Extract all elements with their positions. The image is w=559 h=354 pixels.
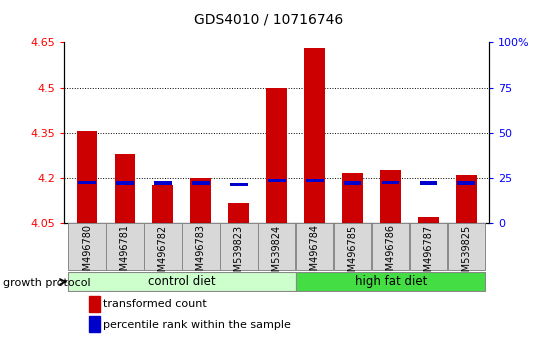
Bar xyxy=(304,48,325,223)
Text: control diet: control diet xyxy=(148,275,216,288)
Bar xyxy=(457,182,475,184)
FancyBboxPatch shape xyxy=(106,223,144,270)
FancyBboxPatch shape xyxy=(448,223,485,270)
Bar xyxy=(230,183,248,186)
Bar xyxy=(192,182,210,184)
Text: GSM496784: GSM496784 xyxy=(310,224,320,284)
Text: GSM496787: GSM496787 xyxy=(423,224,433,284)
Bar xyxy=(228,204,249,223)
Text: GSM496783: GSM496783 xyxy=(196,224,206,284)
FancyBboxPatch shape xyxy=(182,223,220,270)
Bar xyxy=(78,181,96,184)
FancyBboxPatch shape xyxy=(334,223,371,270)
Bar xyxy=(306,179,324,182)
Bar xyxy=(191,178,211,223)
Bar xyxy=(382,181,399,184)
FancyBboxPatch shape xyxy=(372,223,409,270)
Text: GSM539825: GSM539825 xyxy=(461,224,471,284)
Bar xyxy=(268,179,286,182)
Bar xyxy=(154,182,172,184)
Text: GSM496785: GSM496785 xyxy=(348,224,358,284)
Text: GSM496782: GSM496782 xyxy=(158,224,168,284)
Text: growth protocol: growth protocol xyxy=(3,278,91,288)
Bar xyxy=(344,182,362,184)
FancyBboxPatch shape xyxy=(144,223,182,270)
FancyBboxPatch shape xyxy=(296,272,485,291)
Bar xyxy=(456,175,477,223)
FancyBboxPatch shape xyxy=(68,223,106,270)
Bar xyxy=(115,154,135,223)
FancyBboxPatch shape xyxy=(68,272,296,291)
Text: GSM539824: GSM539824 xyxy=(272,224,282,284)
FancyBboxPatch shape xyxy=(410,223,447,270)
Bar xyxy=(77,131,97,223)
Bar xyxy=(116,182,134,184)
Text: high fat diet: high fat diet xyxy=(355,275,427,288)
FancyBboxPatch shape xyxy=(220,223,258,270)
Text: percentile rank within the sample: percentile rank within the sample xyxy=(103,320,291,330)
Text: GSM496786: GSM496786 xyxy=(386,224,396,284)
Bar xyxy=(342,173,363,223)
FancyBboxPatch shape xyxy=(258,223,296,270)
Text: GSM496781: GSM496781 xyxy=(120,224,130,284)
FancyBboxPatch shape xyxy=(296,223,333,270)
Text: GSM496780: GSM496780 xyxy=(82,224,92,284)
Bar xyxy=(266,88,287,223)
Text: transformed count: transformed count xyxy=(103,299,207,309)
Bar xyxy=(380,170,401,223)
Text: GDS4010 / 10716746: GDS4010 / 10716746 xyxy=(194,12,343,27)
Bar xyxy=(418,217,439,223)
Bar xyxy=(153,185,173,223)
Text: GSM539823: GSM539823 xyxy=(234,224,244,284)
Bar xyxy=(420,182,437,184)
